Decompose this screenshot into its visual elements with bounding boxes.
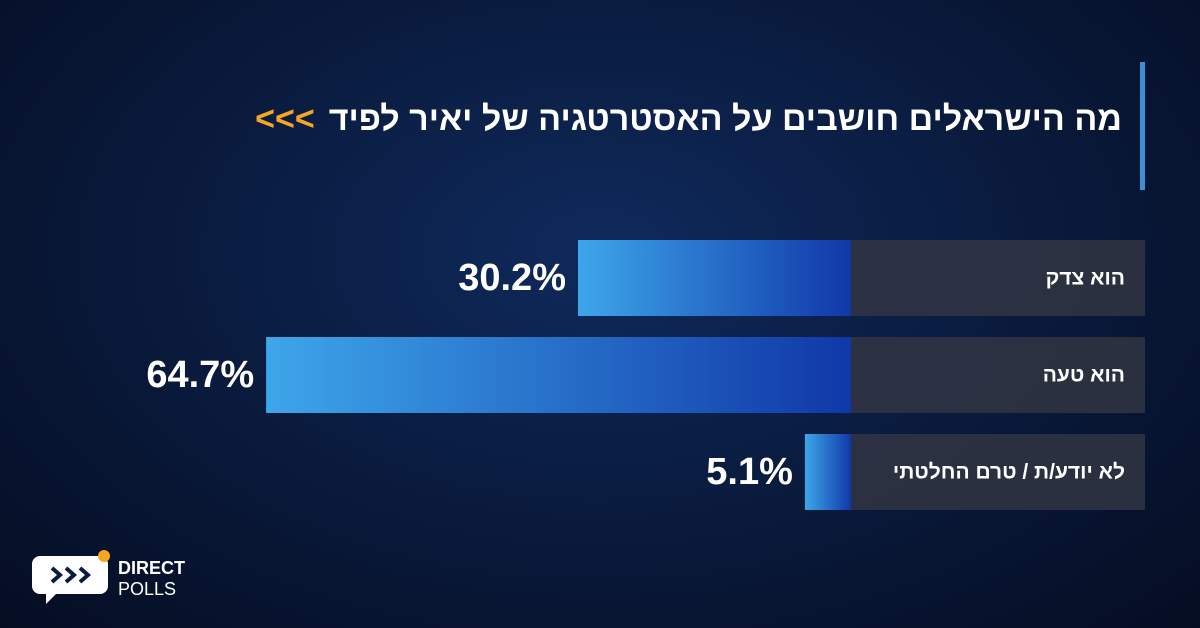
value-label: 5.1%	[706, 451, 793, 493]
logo-dot	[98, 550, 110, 562]
title-text: מה הישראלים חושבים על האסטרטגיה של יאיר …	[328, 100, 1122, 138]
bar	[266, 337, 851, 413]
category-label: לא יודע/ת / טרם החלטתי	[893, 461, 1125, 484]
chart-title: מה הישראלים חושבים על האסטרטגיה של יאיר …	[255, 100, 1122, 139]
logo-chevrons	[50, 566, 92, 584]
value-label: 30.2%	[458, 257, 566, 299]
category-box	[851, 240, 1145, 316]
category-label: הוא צדק	[1046, 267, 1125, 290]
logo: DIRECT POLLS	[32, 550, 185, 604]
logo-bottom: POLLS	[118, 579, 176, 599]
bar	[577, 240, 851, 316]
accent-bar	[1140, 62, 1145, 190]
logo-top: DIRECT	[118, 558, 185, 578]
value-label: 64.7%	[146, 354, 254, 396]
category-box	[851, 434, 1145, 510]
category-label: הוא טעה	[1043, 364, 1125, 387]
category-box	[851, 337, 1145, 413]
bar	[804, 434, 851, 510]
title-marker: <<<	[255, 100, 315, 138]
